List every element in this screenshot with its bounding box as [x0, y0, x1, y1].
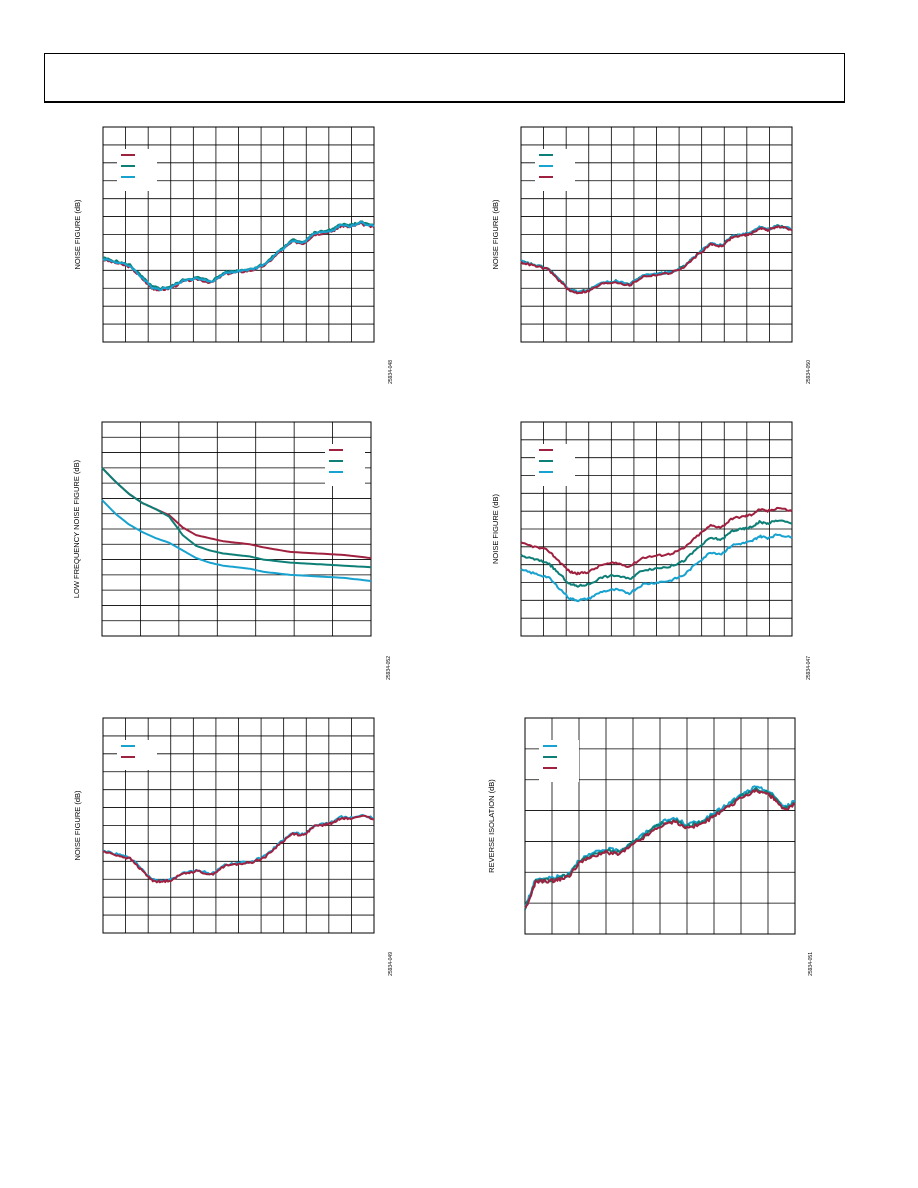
- y-axis-label: NOISE FIGURE (dB): [73, 790, 82, 861]
- y-axis-label: REVERSE ISOLATION (dB): [487, 779, 496, 873]
- page-header-box: [44, 53, 845, 103]
- series-line-blue: [101, 499, 372, 582]
- series-line-green: [520, 519, 793, 588]
- figure-id: 25934-049: [388, 952, 394, 976]
- chart-bottom-right: REVERSE ISOLATION (dB) 25934-051: [487, 717, 814, 976]
- figure-id: 25934-050: [806, 360, 812, 384]
- series-line-red: [102, 814, 374, 884]
- chart-top-left: NOISE FIGURE (dB) 25934-048: [73, 126, 394, 384]
- series-line-red: [520, 225, 793, 295]
- chart-bottom-left: NOISE FIGURE (dB) 25934-049: [73, 717, 394, 976]
- legend-box: [117, 740, 157, 770]
- y-axis-label: NOISE FIGURE (dB): [491, 493, 500, 564]
- figure-id: 25934-052: [386, 656, 392, 680]
- chart-mid-right: NOISE FIGURE (dB) 25934-047: [491, 421, 812, 680]
- y-axis-label: NOISE FIGURE (dB): [491, 199, 500, 270]
- series-line-green: [101, 467, 372, 569]
- figure-id: 25934-048: [388, 360, 394, 384]
- figure-id: 25934-051: [808, 952, 814, 976]
- series-line-blue: [520, 533, 793, 603]
- chart-top-right: NOISE FIGURE (dB) 25934-050: [491, 126, 812, 384]
- series-line-red: [524, 789, 796, 909]
- series-line-red: [520, 506, 793, 576]
- series-line-blue: [102, 221, 375, 292]
- figure-id: 25934-047: [806, 656, 812, 680]
- chart-mid-left: LOW FREQUENCY NOISE FIGURE (dB) 25934-052: [72, 421, 392, 680]
- y-axis-label: NOISE FIGURE (dB): [73, 199, 82, 270]
- y-axis-label: LOW FREQUENCY NOISE FIGURE (dB): [72, 459, 81, 598]
